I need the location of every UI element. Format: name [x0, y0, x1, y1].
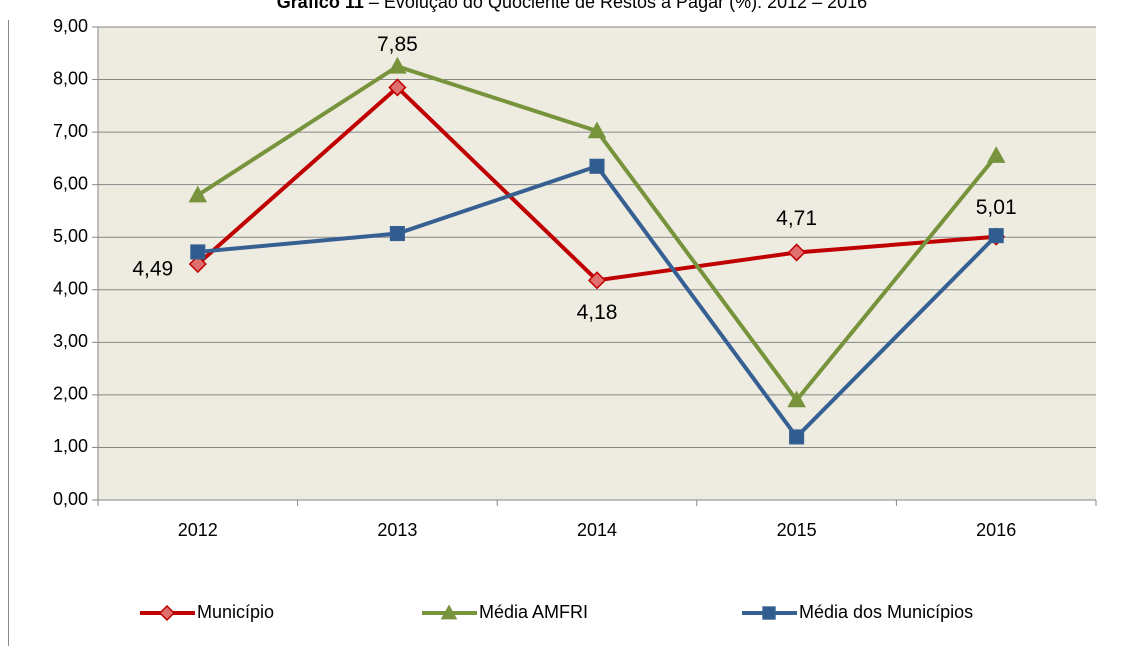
y-tick-label: 3,00	[53, 331, 88, 351]
marker	[988, 228, 1004, 244]
title-label: Gráfico 11	[277, 0, 364, 12]
marker	[589, 158, 605, 174]
marker	[190, 244, 206, 260]
marker	[388, 56, 407, 74]
plot-area	[98, 27, 1096, 500]
marker	[158, 604, 176, 622]
y-tick-label: 1,00	[53, 436, 88, 456]
y-tick-label: 0,00	[53, 489, 88, 509]
marker	[587, 271, 607, 290]
marker	[587, 121, 607, 139]
data-label: 7,85	[377, 33, 418, 56]
marker	[789, 429, 805, 445]
y-tick-label: 8,00	[53, 68, 88, 88]
marker	[787, 390, 806, 408]
marker	[188, 185, 208, 203]
data-label: 4,18	[577, 301, 618, 324]
marker	[388, 78, 407, 97]
chart-title: Gráfico 11 – Evolução do Quociente de Re…	[277, 0, 867, 12]
marker	[986, 146, 1006, 163]
data-label: 4,49	[132, 258, 173, 281]
y-tick-label: 4,00	[53, 279, 88, 299]
y-tick-label: 7,00	[53, 121, 88, 141]
title-text: – Evolução do Quociente de Restos a Paga…	[369, 0, 867, 12]
y-tick-label: 2,00	[53, 384, 88, 404]
marker	[787, 243, 806, 262]
marker	[440, 604, 458, 620]
y-tick-label: 5,00	[53, 226, 88, 246]
y-tick-label: 6,00	[53, 173, 88, 193]
legend-label: Município	[197, 602, 274, 622]
x-tick-label: 2012	[178, 520, 218, 540]
marker	[389, 225, 405, 242]
marker	[762, 606, 776, 620]
x-tick-label: 2013	[377, 520, 417, 540]
legend-label: Média AMFRI	[479, 602, 588, 622]
marker	[188, 254, 207, 274]
x-tick-label: 2014	[577, 520, 617, 540]
x-tick-label: 2015	[777, 520, 817, 540]
data-label: 4,71	[776, 207, 817, 230]
y-tick-label: 9,00	[53, 16, 88, 36]
x-tick-label: 2016	[976, 520, 1016, 540]
legend-label: Média dos Municípios	[799, 602, 973, 622]
data-label: 5,01	[976, 196, 1017, 219]
